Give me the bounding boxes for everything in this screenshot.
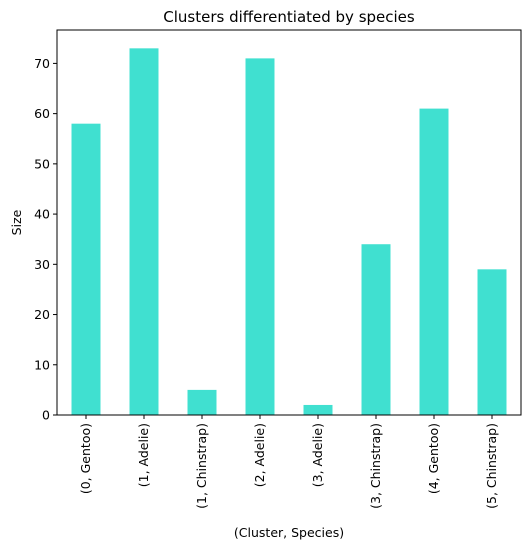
y-tick-label: 50 [34, 156, 50, 171]
y-tick-label: 40 [34, 207, 50, 222]
x-axis-title: (Cluster, Species) [234, 525, 344, 540]
x-tick-label: (5, Chinstrap) [484, 423, 499, 509]
bar [303, 404, 333, 415]
bars-layer [71, 48, 507, 416]
y-tick-label: 70 [34, 56, 50, 71]
bar [361, 244, 391, 415]
bar [419, 108, 449, 416]
y-axis: 0 10 20 30 40 50 60 70 [34, 56, 57, 423]
x-tick-label: (0, Gentoo) [78, 423, 93, 494]
plot-frame [56, 29, 522, 416]
bar [129, 48, 159, 415]
bar [71, 123, 101, 416]
x-tick-label: (1, Chinstrap) [194, 423, 209, 509]
x-tick-label: (4, Gentoo) [426, 423, 441, 494]
y-tick-label: 10 [34, 357, 50, 372]
x-tick-label: (1, Adelie) [136, 423, 151, 487]
bar [245, 58, 275, 415]
x-axis: (0, Gentoo) (1, Adelie) (1, Chinstrap) (2, … [78, 415, 499, 509]
x-tick-label: (2, Adelie) [252, 423, 267, 487]
y-tick-label: 30 [34, 257, 50, 272]
y-tick-label: 20 [34, 307, 50, 322]
bar [477, 269, 507, 415]
y-axis-title: Size [9, 209, 24, 235]
bar [187, 389, 217, 415]
x-tick-label: (3, Adelie) [310, 423, 325, 487]
y-tick-label: 60 [34, 106, 50, 121]
x-tick-label: (3, Chinstrap) [368, 423, 383, 509]
chart-title: Clusters differentiated by species [163, 8, 415, 26]
y-tick-label: 0 [42, 408, 50, 423]
